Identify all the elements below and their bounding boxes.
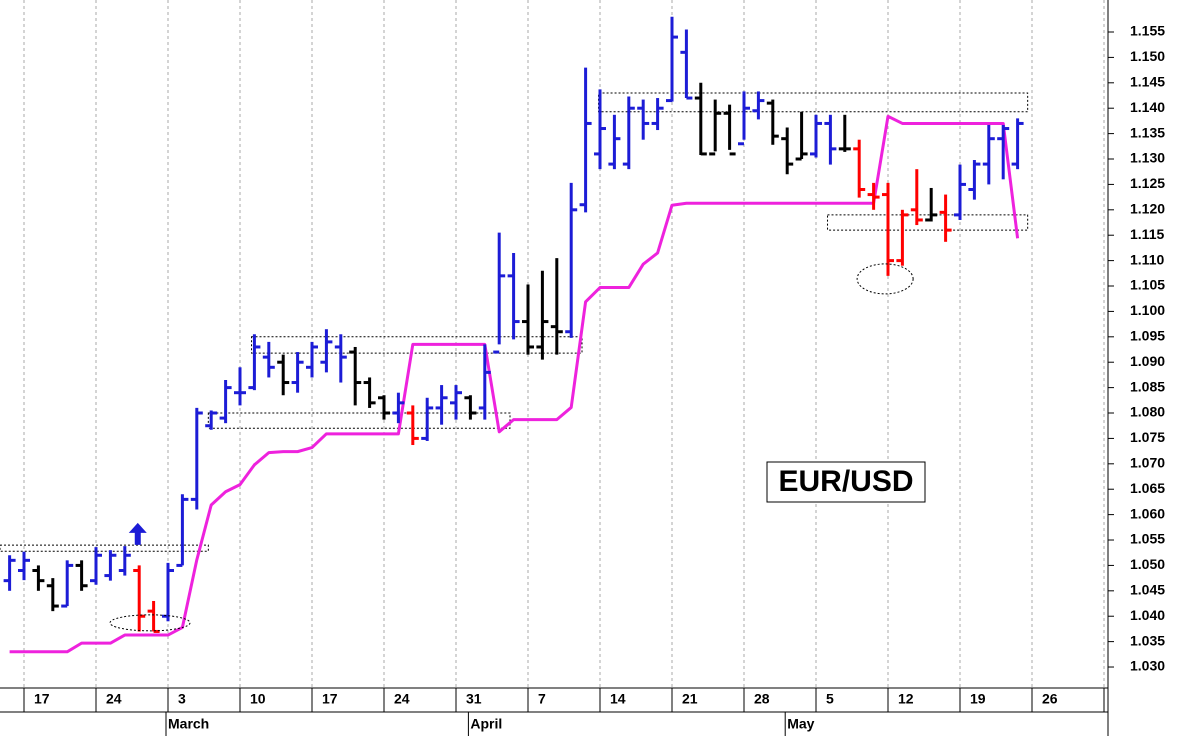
y-tick-label: 1.140	[1130, 99, 1165, 115]
y-tick-label: 1.100	[1130, 302, 1165, 318]
signal-arrow	[128, 522, 147, 545]
y-tick-label: 1.105	[1130, 277, 1165, 293]
x-tick-label: 24	[394, 691, 410, 707]
y-tick-label: 1.045	[1130, 582, 1165, 598]
month-label: May	[787, 716, 814, 732]
zone	[827, 214, 1029, 231]
annotation: EUR/USD	[778, 465, 913, 498]
y-tick-label: 1.115	[1130, 226, 1164, 242]
y-tick-label: 1.035	[1130, 632, 1165, 648]
highlight-ellipse	[856, 263, 914, 295]
y-tick-label: 1.060	[1130, 505, 1165, 521]
x-tick-label: 31	[466, 691, 482, 707]
x-tick-label: 3	[178, 691, 186, 707]
x-tick-label: 14	[610, 691, 626, 707]
y-tick-label: 1.135	[1130, 124, 1165, 140]
stop-line	[9, 114, 1020, 654]
x-tick-label: 19	[970, 691, 986, 707]
month-label: March	[168, 716, 209, 732]
x-tick-label: 21	[682, 691, 698, 707]
y-tick-label: 1.075	[1130, 429, 1165, 445]
annotation-box	[766, 461, 926, 503]
y-tick-label: 1.085	[1130, 378, 1165, 394]
y-tick-label: 1.040	[1130, 607, 1165, 623]
y-tick-label: 1.030	[1130, 658, 1165, 674]
x-tick-label: 10	[250, 691, 266, 707]
y-tick-label: 1.130	[1130, 150, 1165, 166]
zone	[0, 544, 209, 552]
x-tick-label: 7	[538, 691, 546, 707]
y-tick-label: 1.050	[1130, 556, 1165, 572]
zone	[207, 412, 511, 429]
y-tick-label: 1.080	[1130, 404, 1165, 420]
y-tick-label: 1.155	[1130, 23, 1165, 39]
x-tick-label: 24	[106, 691, 122, 707]
month-label: April	[470, 716, 502, 732]
x-tick-label: 28	[754, 691, 770, 707]
x-tick-label: 12	[898, 691, 914, 707]
x-tick-label: 26	[1042, 691, 1058, 707]
y-tick-label: 1.095	[1130, 328, 1165, 344]
plot-area: 17 24 3 10 17 24 31 7 14 21 28 5 12 19 26 2 March April Ma…	[0, 0, 1122, 736]
y-tick-label: 1.110	[1130, 251, 1164, 267]
y-tick-label: 1.065	[1130, 480, 1165, 496]
y-tick-label: 1.150	[1130, 48, 1165, 64]
zone	[251, 336, 583, 354]
x-tick-label: 17	[322, 691, 338, 707]
y-tick-label: 1.070	[1130, 455, 1165, 471]
y-tick-label: 1.145	[1130, 74, 1165, 90]
y-tick-label: 1.120	[1130, 201, 1165, 217]
y-tick-label: 1.055	[1130, 531, 1165, 547]
highlight-ellipse	[109, 614, 191, 632]
x-tick-label: 5	[826, 691, 834, 707]
y-tick-label: 1.090	[1130, 353, 1165, 369]
x-tick-label: 17	[34, 691, 50, 707]
y-tick-label: 1.125	[1130, 175, 1165, 191]
x-tick-label: 2	[1114, 691, 1122, 707]
